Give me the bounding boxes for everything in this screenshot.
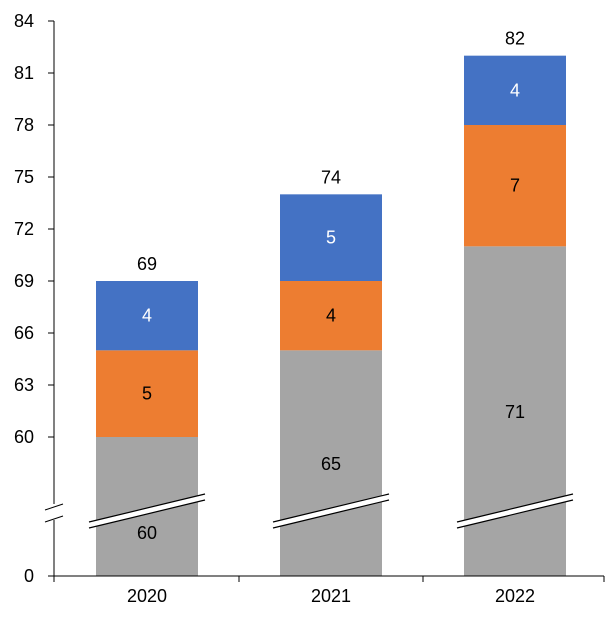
y-tick-label-63: 63: [14, 375, 34, 395]
data-label-2022-series-1: 71: [505, 402, 525, 422]
bar-2021-series-3: [280, 194, 382, 281]
x-tick-label-2021: 2021: [311, 586, 351, 606]
bar-2020-series-2: [96, 350, 198, 437]
axis-break-2022: [456, 493, 574, 529]
bar-2020-series-3: [96, 281, 198, 351]
data-label-2020-series-3: 4: [142, 306, 152, 326]
bar-2022-series-2: [464, 125, 566, 247]
data-label-2020-series-2: 5: [142, 384, 152, 404]
y-axis-break-upper: [44, 503, 64, 511]
data-label-2022-series-2: 7: [510, 176, 520, 196]
bar-2022-series-3: [464, 55, 566, 125]
y-tick-label-78: 78: [14, 115, 34, 135]
axis-break-2021: [272, 493, 390, 529]
y-tick-label-84: 84: [14, 11, 34, 31]
y-tick-label-66: 66: [14, 323, 34, 343]
bar-2020-series-1: [96, 437, 198, 576]
x-tick-label-2022: 2022: [495, 586, 535, 606]
y-tick-label-0: 0: [24, 566, 34, 586]
total-label-2022: 82: [505, 29, 525, 49]
y-tick-label-60: 60: [14, 427, 34, 447]
axis-break-2020: [88, 493, 206, 529]
y-tick-label-81: 81: [14, 63, 34, 83]
y-tick-label-75: 75: [14, 167, 34, 187]
total-label-2020: 69: [137, 254, 157, 274]
data-label-2021-series-2: 4: [326, 306, 336, 326]
x-tick-label-2020: 2020: [127, 586, 167, 606]
total-label-2021: 74: [321, 167, 341, 187]
data-label-2021-series-1: 65: [321, 454, 341, 474]
bar-2021-series-1: [280, 350, 382, 576]
data-label-2020-series-1: 60: [137, 523, 157, 543]
y-tick-label-69: 69: [14, 271, 34, 291]
y-axis-break-lower: [44, 515, 64, 523]
data-label-2022-series-3: 4: [510, 80, 520, 100]
y-tick-label-72: 72: [14, 219, 34, 239]
data-label-2021-series-3: 5: [326, 228, 336, 248]
bar-2021-series-2: [280, 281, 382, 351]
